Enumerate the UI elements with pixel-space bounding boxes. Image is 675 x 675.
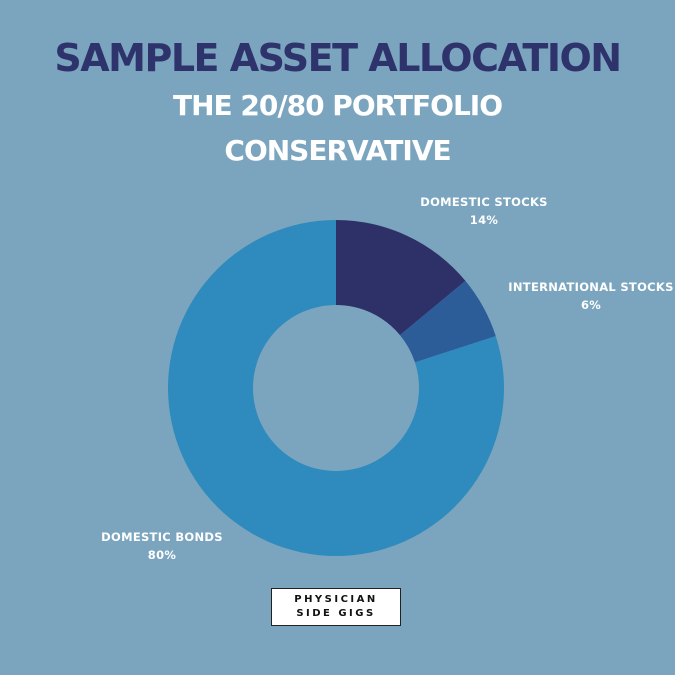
slice-value-domestic-stocks: 14%	[469, 213, 499, 227]
slice-label-international-stocks: INTERNATIONAL STOCKS 6%	[500, 278, 675, 314]
slice-value-international-stocks: 6%	[580, 298, 602, 312]
slice-domestic-bonds	[167, 220, 504, 556]
slice-value-domestic-bonds: 80%	[147, 548, 177, 562]
slice-name-domestic-stocks: DOMESTIC STOCKS	[420, 195, 548, 209]
slice-label-domestic-stocks: DOMESTIC STOCKS 14%	[404, 193, 564, 229]
chart-subtitle-line-1: THE 20/80 PORTFOLIO	[172, 89, 503, 122]
chart-title: SAMPLE ASSET ALLOCATION	[54, 36, 622, 80]
brand-logo: PHYSICIAN SIDE GIGS	[271, 588, 401, 626]
slice-name-international-stocks: INTERNATIONAL STOCKS	[508, 280, 674, 294]
slice-international-stocks	[399, 280, 496, 363]
brand-line-2: SIDE GIGS	[296, 608, 376, 619]
brand-line-1: PHYSICIAN	[294, 594, 378, 605]
slice-name-domestic-bonds: DOMESTIC BONDS	[101, 530, 223, 544]
slice-label-domestic-bonds: DOMESTIC BONDS 80%	[82, 528, 242, 564]
chart-subtitle-line-2: CONSERVATIVE	[224, 134, 451, 167]
slice-domestic-stocks	[336, 220, 466, 336]
